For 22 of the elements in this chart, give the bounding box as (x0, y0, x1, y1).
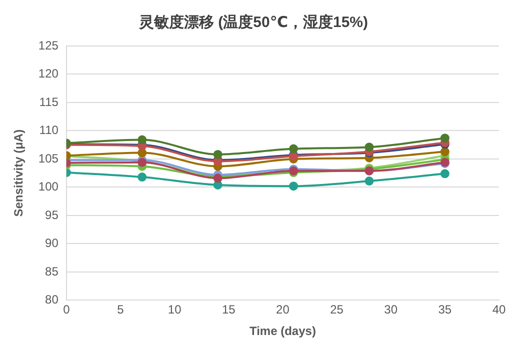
x-tick-label: 25 (330, 302, 344, 317)
y-tick-label: 115 (39, 94, 59, 109)
y-tick-label: 110 (39, 123, 59, 138)
y-tick-label: 120 (38, 66, 59, 81)
y-tick-label: 80 (45, 292, 59, 307)
y-tick-label: 90 (45, 236, 59, 250)
x-tick-label: 35 (438, 302, 452, 317)
y-axis-title: Sensitivity (μA) (12, 129, 26, 217)
x-tick-label: 30 (384, 302, 398, 317)
x-tick-label: 15 (222, 302, 236, 317)
x-axis-title: Time (days) (249, 324, 316, 338)
y-tick-label: 100 (38, 180, 59, 194)
y-tick-label: 125 (38, 38, 59, 52)
y-tick-label: 85 (45, 264, 59, 278)
x-tick-label: 20 (276, 302, 290, 317)
y-tick-label: 95 (45, 208, 59, 222)
y-tick-label: 105 (38, 151, 59, 166)
x-tick-label: 0 (63, 302, 70, 317)
x-tick-label: 10 (168, 302, 182, 317)
chart-title: 灵敏度漂移 (温度50℃，湿度15%) (138, 13, 368, 32)
x-tick-label: 5 (117, 302, 124, 317)
x-tick-label: 40 (492, 302, 506, 317)
